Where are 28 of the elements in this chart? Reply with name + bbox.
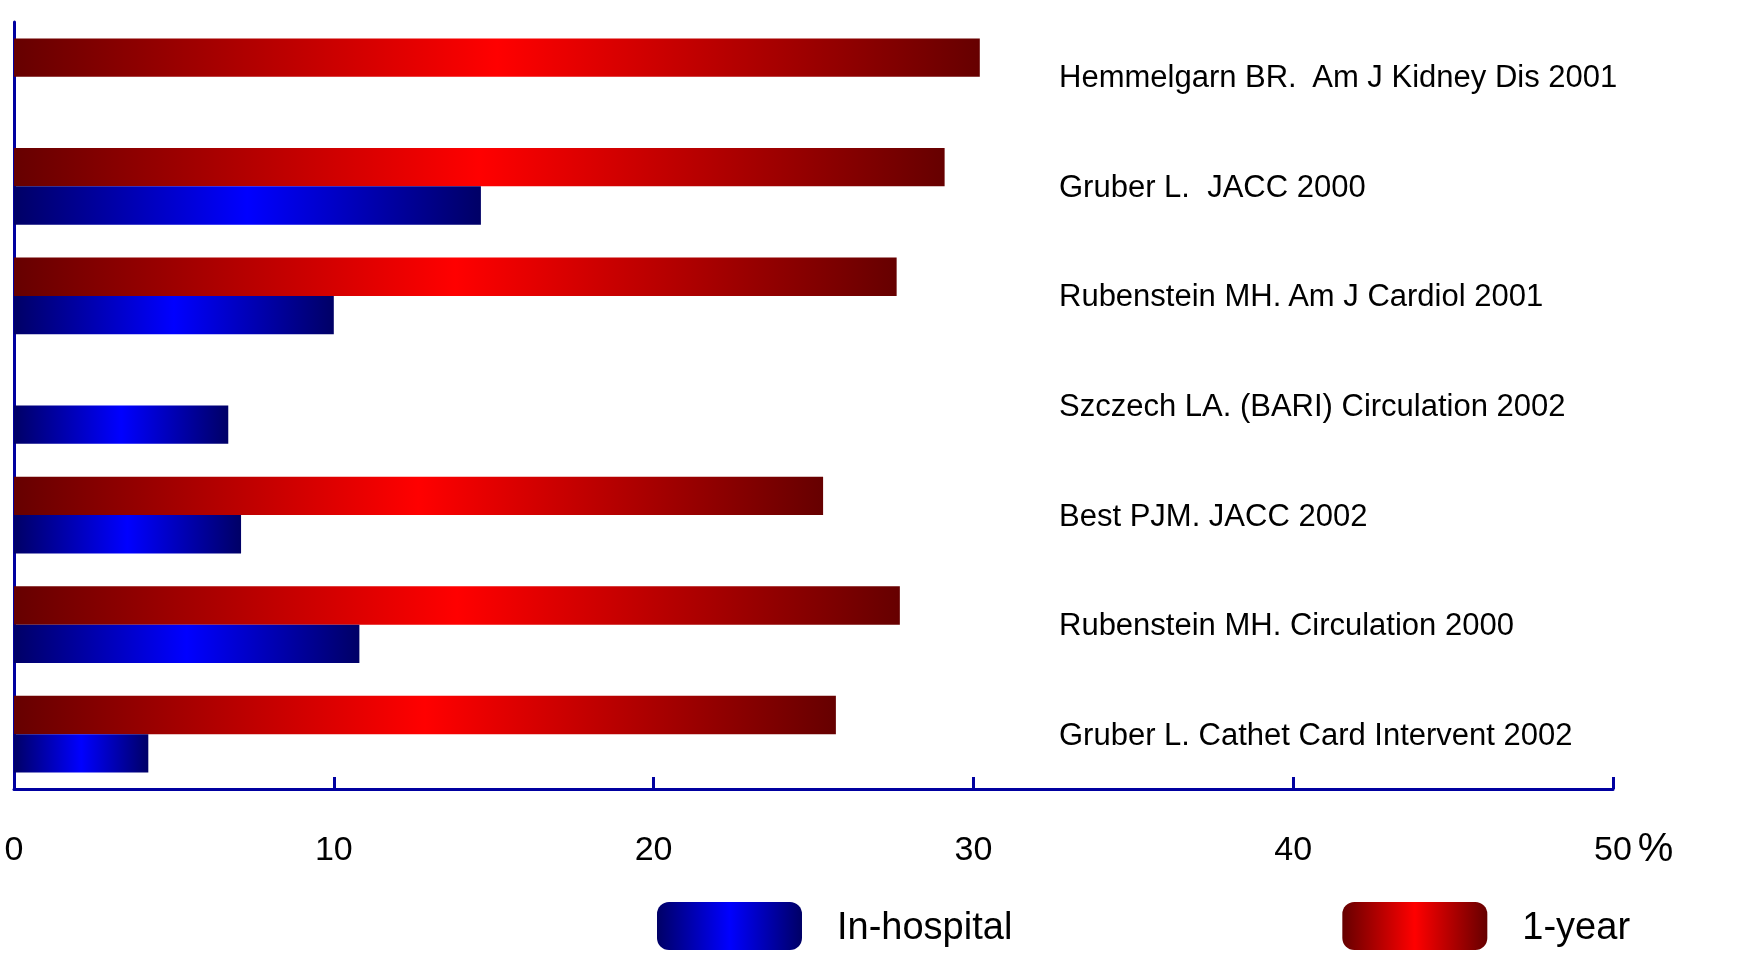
y-tick-label: Best PJM. JACC 2002 <box>1059 497 1368 533</box>
bar <box>14 148 945 187</box>
x-axis-title: % <box>1637 825 1674 869</box>
x-tick-label: 0 <box>4 829 24 867</box>
bar <box>14 405 229 444</box>
bar <box>14 476 824 516</box>
x-tick-label: 30 <box>954 829 993 867</box>
legend-label: In-hospital <box>837 905 1013 947</box>
x-tick-label: 40 <box>1274 829 1313 867</box>
bar <box>14 38 980 77</box>
bar <box>14 186 481 225</box>
bar <box>14 586 900 625</box>
bar <box>14 624 360 663</box>
bar <box>14 295 334 335</box>
bar <box>14 695 836 735</box>
x-tick-label: 10 <box>314 829 353 867</box>
y-tick-label: Hemmelgarn BR. Am J Kidney Dis 2001 <box>1059 59 1618 95</box>
x-tick-label: 20 <box>634 829 673 867</box>
x-tick-label: 50 <box>1594 829 1632 867</box>
bar <box>14 257 897 296</box>
legend-label: 1-year <box>1522 905 1631 947</box>
bar <box>14 734 149 773</box>
y-tick-label: Rubenstein MH. Am J Cardiol 2001 <box>1059 278 1544 314</box>
y-tick-label: Szczech LA. (BARI) Circulation 2002 <box>1059 388 1566 423</box>
y-tick-label: Rubenstein MH. Circulation 2000 <box>1059 607 1514 643</box>
bar <box>14 515 242 554</box>
y-tick-label: Gruber L. Cathet Card Intervent 2002 <box>1059 716 1573 752</box>
y-tick-label: Gruber L. JACC 2000 <box>1059 168 1366 204</box>
